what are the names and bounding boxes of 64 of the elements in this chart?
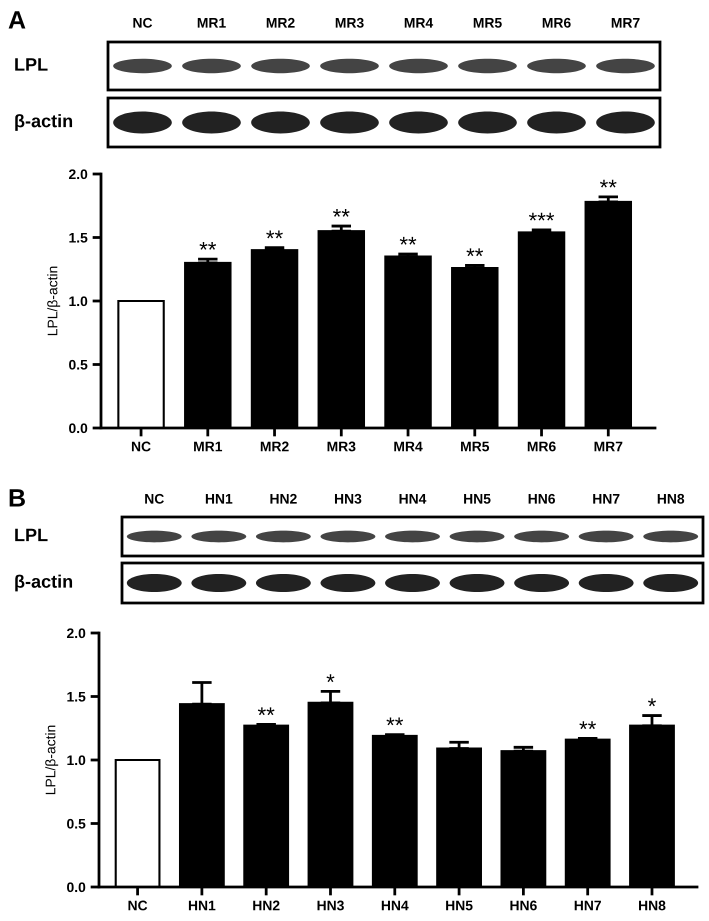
x-tick-label: MR6 bbox=[528, 442, 556, 452]
category-label: HN7 bbox=[593, 494, 620, 504]
annotation: * bbox=[326, 674, 334, 682]
x-tick-label: HN8 bbox=[639, 900, 666, 910]
annotation: ** bbox=[579, 721, 596, 730]
y-tick-label: 1.5 bbox=[69, 232, 88, 243]
annotation: ** bbox=[332, 208, 350, 217]
x-tick-label: MR5 bbox=[461, 442, 490, 452]
text: β-actin bbox=[15, 574, 72, 592]
category-label: MR3 bbox=[336, 18, 364, 28]
text: β-actin bbox=[15, 114, 72, 131]
x-tick-label: HN4 bbox=[382, 900, 409, 910]
category-label: HN5 bbox=[464, 494, 491, 504]
y-tick-label: 0.5 bbox=[69, 360, 88, 370]
category-label: MR6 bbox=[542, 18, 571, 28]
annotation: *** bbox=[528, 212, 554, 221]
annotation: ** bbox=[258, 707, 274, 716]
y-tick-label: 2.0 bbox=[66, 628, 86, 638]
text: LPL bbox=[15, 58, 48, 71]
chart-title: A bbox=[8, 11, 26, 28]
x-tick-label: MR4 bbox=[394, 442, 423, 452]
category-label: MR1 bbox=[198, 18, 226, 28]
annotation: ** bbox=[466, 248, 484, 256]
x-tick-label: HN5 bbox=[446, 900, 473, 910]
x-tick-label: MR2 bbox=[260, 442, 289, 452]
chart-title: B bbox=[10, 489, 25, 506]
category-label: NC bbox=[145, 494, 164, 504]
category-label: HN6 bbox=[528, 494, 555, 504]
y-tick-label: 1.5 bbox=[67, 692, 86, 702]
category-label: HN3 bbox=[334, 494, 362, 504]
category-label: MR2 bbox=[266, 18, 295, 28]
category-label: HN2 bbox=[270, 494, 297, 504]
annotation: ** bbox=[600, 180, 617, 188]
category-label: HN8 bbox=[658, 494, 684, 504]
x-tick-label: HN3 bbox=[318, 900, 344, 910]
category-label: MR5 bbox=[474, 18, 502, 28]
annotation: ** bbox=[266, 230, 283, 238]
x-tick-label: HN2 bbox=[253, 900, 280, 910]
category-label: HN1 bbox=[206, 494, 232, 504]
annotation: ** bbox=[386, 717, 404, 726]
y-tick-label: 1.0 bbox=[69, 296, 88, 306]
x-tick-label: NC bbox=[128, 900, 148, 910]
annotation: * bbox=[648, 698, 656, 706]
text: LPL bbox=[15, 528, 48, 542]
x-tick-label: MR1 bbox=[194, 442, 222, 452]
y-tick-label: 0.0 bbox=[67, 882, 86, 892]
x-tick-label: HN7 bbox=[574, 900, 601, 910]
x-tick-label: MR7 bbox=[594, 442, 622, 452]
x-tick-label: NC bbox=[132, 442, 151, 452]
y-axis-title: LPL/β-actin bbox=[45, 726, 58, 794]
y-tick-label: 0.5 bbox=[67, 818, 86, 829]
category-label: NC bbox=[133, 18, 152, 28]
y-axis-title: LPL/β-actin bbox=[47, 266, 60, 336]
annotation: ** bbox=[200, 242, 216, 250]
y-tick-label: 0.0 bbox=[69, 423, 88, 434]
x-tick-label: HN6 bbox=[510, 900, 537, 910]
category-label: MR4 bbox=[404, 18, 434, 28]
category-label: MR7 bbox=[612, 18, 640, 28]
category-label: HN4 bbox=[400, 494, 426, 504]
y-tick-label: 1.0 bbox=[67, 755, 86, 766]
x-tick-label: MR3 bbox=[328, 442, 356, 452]
y-tick-label: 2.0 bbox=[68, 169, 88, 180]
x-tick-label: HN1 bbox=[188, 900, 216, 910]
annotation: ** bbox=[400, 236, 416, 245]
